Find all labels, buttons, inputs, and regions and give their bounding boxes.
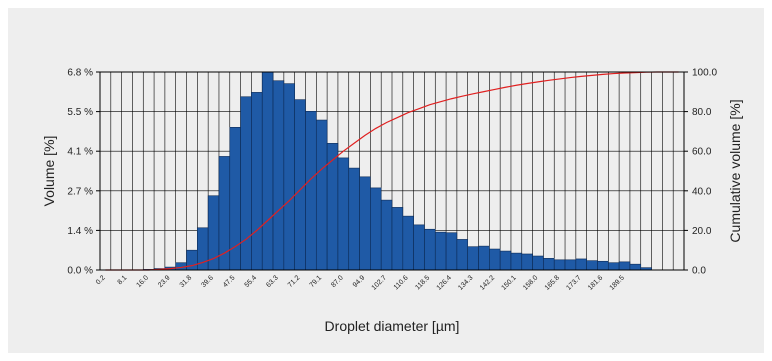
x-tick-label: 16.0: [135, 274, 150, 289]
y2-tick-label: 60.0: [692, 147, 712, 158]
bar: [359, 176, 371, 271]
bar: [478, 245, 490, 271]
bar: [315, 119, 328, 271]
bar: [240, 96, 252, 271]
bar: [597, 260, 609, 271]
x-ticks: 0.2 8.1 16.0 23.9 31.8 39.6 47.5 55.4 63.3 71.2 79…: [95, 274, 626, 291]
y-axis-label: Volume [%]: [41, 136, 57, 207]
bar: [564, 259, 577, 271]
bar: [424, 228, 436, 271]
bar: [575, 258, 587, 271]
x-tick-label: 47.5: [222, 274, 237, 289]
bar: [391, 207, 404, 271]
y2-ticks: 0.0 20.0 40.0 60.0 80.0 100.0: [684, 68, 717, 277]
x-tick-label: 126.4: [436, 274, 453, 291]
x-tick-label: 165.8: [544, 274, 561, 291]
bar: [456, 239, 469, 271]
bar: [337, 157, 350, 271]
x-tick-label: 189.5: [609, 274, 626, 291]
bar: [283, 83, 295, 271]
bar: [402, 215, 414, 271]
bar: [186, 249, 198, 271]
bar: [326, 143, 339, 271]
bar: [499, 250, 512, 271]
bar: [261, 71, 274, 271]
bar: [413, 224, 425, 271]
x-axis-label: Droplet diameter [µm]: [325, 318, 460, 334]
x-tick-label: 134.3: [457, 274, 474, 291]
x-tick-label: 31.8: [179, 274, 194, 289]
x-tick-label: 94.9: [352, 274, 367, 289]
bar: [521, 253, 533, 271]
x-tick-label: 63.3: [265, 274, 280, 289]
bar: [305, 111, 317, 271]
x-tick-label: 79.1: [309, 274, 324, 289]
bar: [445, 232, 458, 271]
bars: [142, 71, 652, 271]
cumulative-line: [105, 71, 679, 271]
bar: [553, 259, 566, 271]
y2-axis-label: Cumulative volume [%]: [727, 99, 743, 242]
bar: [272, 80, 285, 271]
y-ticks: 0.0 % 1.4 % 2.7 % 4.1 % 5.5 % 6.8 %: [67, 68, 100, 277]
y-tick-label: 5.5 %: [67, 107, 93, 118]
y2-tick-label: 0.0: [692, 266, 706, 277]
x-tick-label: 0.2: [95, 274, 107, 286]
bar: [629, 263, 642, 271]
x-tick-label: 39.6: [200, 274, 215, 289]
x-tick-label: 71.2: [287, 274, 302, 289]
chart-panel: [8, 8, 764, 353]
bar: [251, 92, 263, 271]
bar: [607, 262, 620, 271]
bar: [348, 167, 360, 271]
bar: [543, 258, 555, 271]
x-tick-label: 110.6: [393, 274, 410, 291]
y2-tick-label: 100.0: [692, 68, 717, 79]
bar: [532, 255, 544, 271]
x-tick-label: 118.5: [414, 274, 431, 291]
x-tick-label: 142.2: [479, 274, 496, 291]
bar: [294, 99, 306, 271]
x-tick-label: 102.7: [371, 274, 388, 291]
bar: [586, 260, 598, 271]
plot-frame: [99, 71, 685, 271]
x-tick-label: 55.4: [244, 274, 259, 289]
x-tick-label: 181.6: [587, 274, 604, 291]
x-tick-label: 150.1: [500, 274, 517, 291]
y2-tick-label: 40.0: [692, 186, 712, 197]
cumulative-line-path: [105, 71, 679, 271]
y-tick-label: 6.8 %: [67, 68, 93, 79]
x-tick-label: 87.0: [330, 274, 345, 289]
y2-tick-label: 80.0: [692, 107, 712, 118]
x-tick-label: 158.0: [522, 274, 539, 291]
bar: [618, 261, 631, 271]
x-tick-label: 8.1: [117, 274, 129, 286]
bar: [510, 252, 523, 271]
bar: [489, 248, 501, 271]
bar: [467, 246, 479, 271]
bar: [380, 199, 393, 271]
y-tick-label: 1.4 %: [67, 226, 93, 237]
x-tick-label: 173.7: [565, 274, 582, 291]
bar: [370, 187, 382, 271]
x-tick-label: 23.9: [157, 274, 172, 289]
y-tick-label: 2.7 %: [67, 186, 93, 197]
y-tick-label: 4.1 %: [67, 147, 93, 158]
y-tick-label: 0.0 %: [67, 266, 93, 277]
bar: [434, 231, 447, 271]
y2-tick-label: 20.0: [692, 226, 712, 237]
